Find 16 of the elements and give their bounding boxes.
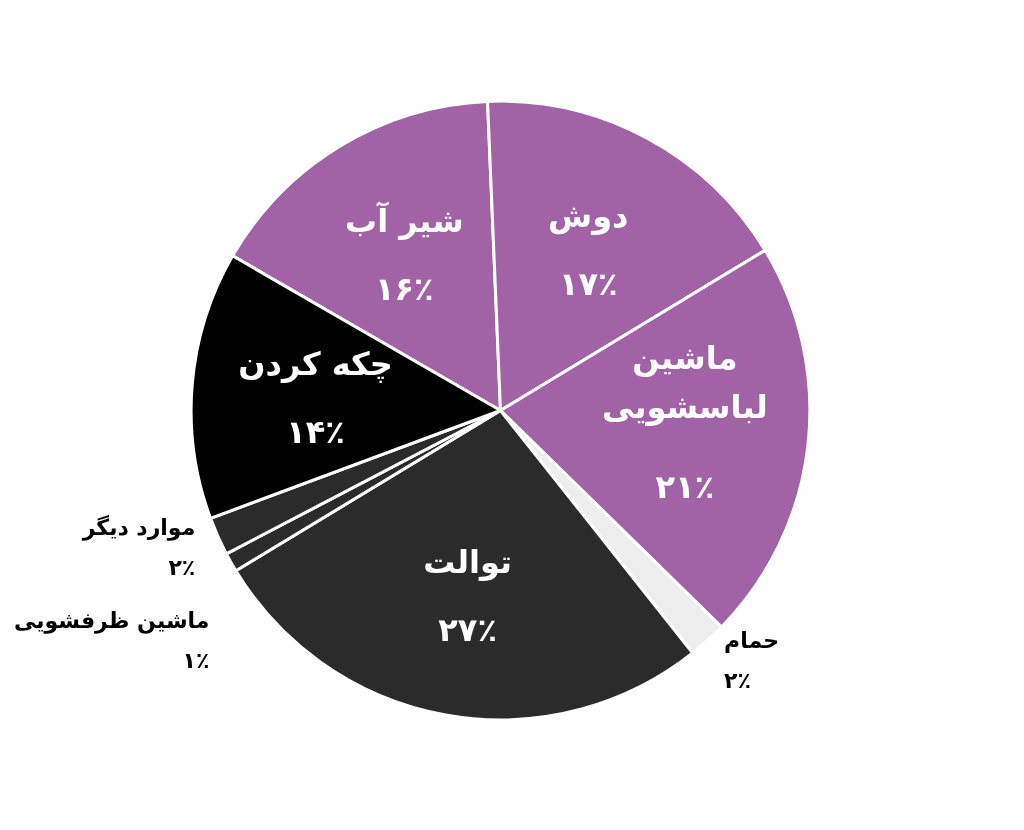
data-label: ۱۷٪ [558,265,618,304]
slice-label: حمام [724,627,780,653]
slice-label: توالت [423,543,513,582]
slice-label: ماشین ظرفشویی [13,608,210,635]
data-label: ۲٪ [168,555,196,581]
data-label: ۱٪ [182,648,210,674]
slice-label: موارد دیگر [81,514,196,542]
slice-label: ماشین لباسشویی [602,338,768,427]
slice-label: دوش [547,197,629,236]
data-label: ۱۴٪ [286,413,345,452]
data-label: ۱۶٪ [375,269,434,308]
slice-label: چکه کردن [238,345,393,384]
data-label: ۲۷٪ [438,611,497,650]
data-label: ۲٪ [724,667,751,693]
data-label: ۲۱٪ [655,468,715,507]
slice-label: شیر آب [344,200,464,240]
